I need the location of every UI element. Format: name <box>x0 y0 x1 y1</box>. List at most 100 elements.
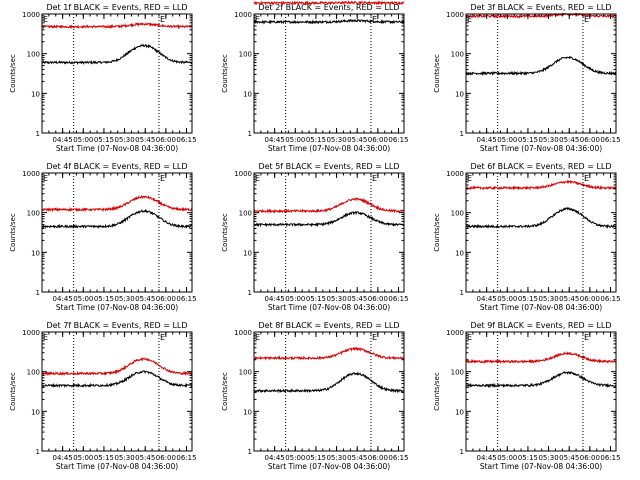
x-tick-label: 05:15 <box>518 454 538 462</box>
x-tick-label: 05:00 <box>73 454 93 462</box>
y-tick-label: 100 <box>451 51 464 59</box>
panel-title: Det 5f BLACK = Events, RED = LLD <box>258 162 399 171</box>
x-tick-label: 06:00 <box>156 454 176 462</box>
x-tick-label: 05:15 <box>306 295 326 303</box>
lld-series-line <box>253 346 405 361</box>
y-axis-label: Counts/sec <box>9 54 17 93</box>
lld-series-line <box>41 21 192 30</box>
x-tick-label: 05:00 <box>285 136 305 144</box>
x-tick-label: 05:15 <box>306 454 326 462</box>
events-series-line <box>465 55 617 77</box>
plot-frame <box>465 172 617 293</box>
y-tick-label: 1000 <box>446 170 464 178</box>
lld-series-line <box>465 351 617 365</box>
y-tick-label: 1000 <box>22 170 40 178</box>
y-tick-label: 1 <box>248 130 252 138</box>
y-axis-label: Counts/sec <box>433 213 441 252</box>
x-tick-label: 06:15 <box>600 295 620 303</box>
corner-mark-right: E <box>372 15 377 24</box>
x-axis-label: Start Time (07-Nov-08 04:36:00) <box>480 462 602 471</box>
x-tick-label: 05:45 <box>135 295 155 303</box>
lld-series-line <box>253 197 405 214</box>
y-tick-label: 1 <box>248 289 252 297</box>
x-tick-label: 05:15 <box>94 295 114 303</box>
x-tick-label: 05:30 <box>538 454 558 462</box>
x-tick-label: 05:15 <box>518 295 538 303</box>
x-tick-label: 06:00 <box>580 295 600 303</box>
x-tick-label: 05:00 <box>497 454 517 462</box>
events-series-line <box>253 371 404 394</box>
plot-frame <box>41 172 193 293</box>
x-tick-label: 05:45 <box>559 295 579 303</box>
panel-5: Det 5f BLACK = Events, RED = LLD E E 1 10 100… <box>221 162 409 312</box>
y-tick-label: 100 <box>239 369 252 377</box>
y-tick-label: 1 <box>460 289 464 297</box>
corner-mark-right: E <box>584 174 589 183</box>
corner-mark-right: E <box>584 333 589 342</box>
x-tick-label: 06:00 <box>368 295 388 303</box>
y-tick-label: 1000 <box>234 11 252 19</box>
plot-frame <box>41 331 193 452</box>
plot-frame <box>465 331 617 452</box>
y-axis-label: Counts/sec <box>221 372 229 411</box>
x-tick-label: 05:45 <box>135 454 155 462</box>
corner-mark-left: E <box>255 333 260 342</box>
x-axis-label: Start Time (07-Nov-08 04:36:00) <box>56 303 178 312</box>
x-tick-label: 05:00 <box>73 295 93 303</box>
x-tick-label: 05:15 <box>94 454 114 462</box>
corner-mark-right: E <box>372 333 377 342</box>
corner-mark-left: E <box>43 333 48 342</box>
x-tick-label: 05:15 <box>306 136 326 144</box>
events-series-line <box>41 43 192 65</box>
y-tick-label: 10 <box>31 249 40 257</box>
y-tick-label: 100 <box>239 210 252 218</box>
corner-mark-left: E <box>467 333 472 342</box>
x-tick-label: 05:15 <box>518 136 538 144</box>
x-tick-label: 05:30 <box>538 295 558 303</box>
y-tick-label: 1000 <box>22 329 40 337</box>
corner-mark-left: E <box>43 174 48 183</box>
x-tick-label: 06:15 <box>388 454 408 462</box>
panel-title: Det 9f BLACK = Events, RED = LLD <box>470 321 611 330</box>
x-tick-label: 05:00 <box>73 136 93 144</box>
lld-series-line <box>465 12 616 19</box>
x-tick-label: 05:45 <box>347 136 367 144</box>
panel-9: Det 9f BLACK = Events, RED = LLD E E 1 10 100… <box>433 321 621 471</box>
panel-1: Det 1f BLACK = Events, RED = LLD E E 1 10 100… <box>9 3 197 153</box>
x-tick-label: 05:30 <box>326 136 346 144</box>
corner-mark-right: E <box>372 174 377 183</box>
panel-4: Det 4f BLACK = Events, RED = LLD E E 1 10 100… <box>9 162 197 312</box>
y-tick-label: 10 <box>455 408 464 416</box>
x-tick-label: 06:00 <box>156 295 176 303</box>
lld-series-line <box>41 194 193 213</box>
x-tick-label: 05:30 <box>538 136 558 144</box>
x-tick-label: 06:15 <box>600 454 620 462</box>
corner-mark-left: E <box>255 15 260 24</box>
panel-title: Det 8f BLACK = Events, RED = LLD <box>258 321 399 330</box>
x-tick-label: 05:45 <box>347 454 367 462</box>
x-tick-label: 05:00 <box>497 295 517 303</box>
y-tick-label: 1 <box>460 448 464 456</box>
plot-frame <box>253 331 405 452</box>
x-tick-label: 06:00 <box>580 136 600 144</box>
events-series-line <box>465 206 617 229</box>
x-axis-label: Start Time (07-Nov-08 04:36:00) <box>56 462 178 471</box>
y-tick-label: 100 <box>239 51 252 59</box>
x-tick-label: 05:30 <box>114 454 134 462</box>
panel-8: Det 8f BLACK = Events, RED = LLD E E 1 10 100… <box>221 321 409 471</box>
x-axis-label: Start Time (07-Nov-08 04:36:00) <box>268 144 390 153</box>
panel-title: Det 6f BLACK = Events, RED = LLD <box>470 162 611 171</box>
corner-mark-right: E <box>160 333 165 342</box>
x-tick-label: 06:00 <box>368 454 388 462</box>
plot-frame <box>465 13 617 134</box>
panel-7: Det 7f BLACK = Events, RED = LLD E E 1 10 100… <box>9 321 197 471</box>
x-tick-label: 06:00 <box>580 454 600 462</box>
x-tick-label: 06:15 <box>388 136 408 144</box>
lld-series-line <box>41 357 193 377</box>
panel-title: Det 3f BLACK = Events, RED = LLD <box>470 3 611 12</box>
x-tick-label: 06:00 <box>156 136 176 144</box>
x-tick-label: 04:45 <box>477 136 497 144</box>
events-series-line <box>253 18 405 25</box>
panel-6: Det 6f BLACK = Events, RED = LLD E E 1 10 100… <box>433 162 621 312</box>
corner-mark-left: E <box>467 174 472 183</box>
